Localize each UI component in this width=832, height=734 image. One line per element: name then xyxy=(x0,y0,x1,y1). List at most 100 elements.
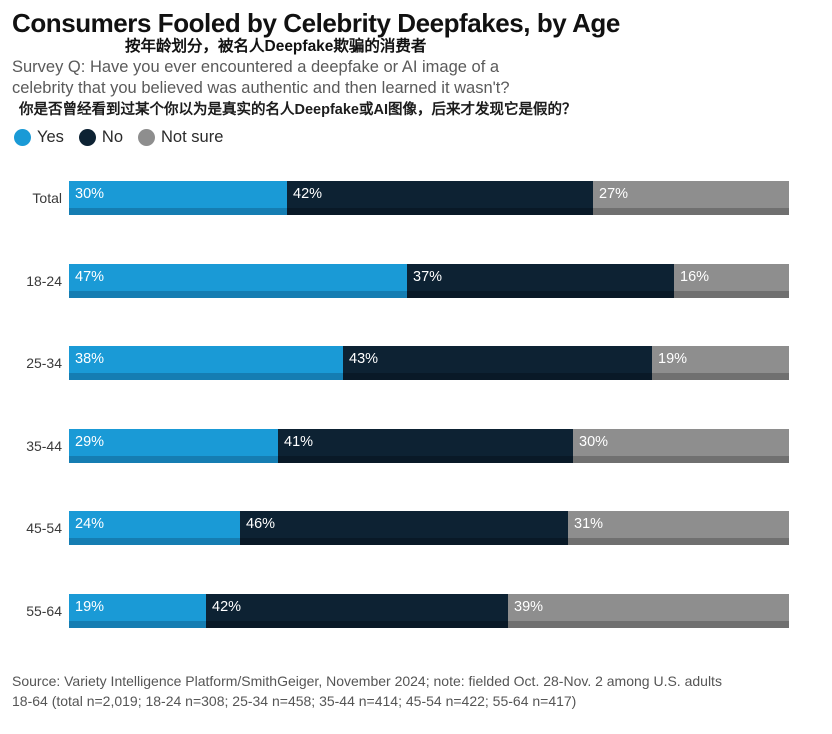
bar-row-total: Total 30% 42% 27% xyxy=(0,181,832,215)
plot-area: Total 30% 42% 27% 18-24 47% 37% 16% 25-34 38% 43% 1… xyxy=(0,170,832,640)
chart-title: Consumers Fooled by Celebrity Deepfakes,… xyxy=(12,8,620,38)
data-label-value: 24 xyxy=(75,516,92,532)
category-label: 55-64 xyxy=(26,603,62,619)
data-label-unit: % xyxy=(262,516,276,532)
data-label: 24% xyxy=(75,515,104,533)
data-label-unit: % xyxy=(91,269,105,285)
bar-segment-not-sure: 30% xyxy=(573,429,789,463)
data-label-unit: % xyxy=(696,269,710,285)
data-label-value: 43 xyxy=(349,351,366,367)
legend-item-not-sure: Not sure xyxy=(138,127,223,147)
survey-question-line: Survey Q: Have you ever encountered a de… xyxy=(12,58,500,76)
legend-label-yes: Yes xyxy=(37,128,64,146)
data-label: 19% xyxy=(75,598,104,616)
legend-swatch-yes xyxy=(14,128,31,146)
category-label: 25-34 xyxy=(26,355,62,371)
survey-question-zh: 你是否曾经看到过某个你以为是真实的名人Deepfake或AI图像，后来才发现它是… xyxy=(19,102,577,118)
data-label-value: 46 xyxy=(246,516,263,532)
data-label: 16% xyxy=(680,268,709,286)
data-label: 39% xyxy=(514,598,543,616)
bar-segment-no: 42% xyxy=(287,181,593,215)
bar-segment-no: 41% xyxy=(278,429,573,463)
data-label-unit: % xyxy=(91,351,105,367)
data-label-unit: % xyxy=(429,269,443,285)
bar-segment-yes: 19% xyxy=(69,594,206,628)
bar-segment-no: 37% xyxy=(407,264,674,298)
bar-segment-shade xyxy=(573,456,789,463)
source-note: 18-64 (total n=2,019; 18-24 n=308; 25-34… xyxy=(12,693,577,709)
legend: Yes No Not sure xyxy=(14,127,238,147)
data-label-unit: % xyxy=(91,186,105,202)
bar-segment-shade xyxy=(69,538,240,545)
data-label-unit: % xyxy=(91,599,105,615)
bar-row-45-54: 45-54 24% 46% 31% xyxy=(0,511,832,545)
bar-segment-shade xyxy=(69,621,206,628)
data-label: 46% xyxy=(246,515,275,533)
bar-segment-shade xyxy=(593,208,789,215)
bar-segment-yes: 29% xyxy=(69,429,278,463)
data-label-value: 29 xyxy=(75,434,92,450)
data-label-value: 42 xyxy=(212,599,229,615)
data-label-value: 30 xyxy=(579,434,596,450)
data-label-value: 19 xyxy=(75,599,92,615)
bar-segment-shade xyxy=(240,538,568,545)
bar-row-18-24: 18-24 47% 37% 16% xyxy=(0,264,832,298)
bar-segment-yes: 30% xyxy=(69,181,287,215)
data-label-unit: % xyxy=(590,516,604,532)
bar-segment-shade xyxy=(674,291,789,298)
data-label: 27% xyxy=(599,185,628,203)
data-label-value: 16 xyxy=(680,269,697,285)
source-note: Source: Variety Intelligence Platform/Sm… xyxy=(12,673,722,689)
data-label: 19% xyxy=(658,350,687,368)
bar-segment-no: 43% xyxy=(343,346,652,380)
bar-segment-yes: 24% xyxy=(69,511,240,545)
data-label: 43% xyxy=(349,350,378,368)
bar-segment-shade xyxy=(69,373,343,380)
data-label: 30% xyxy=(579,433,608,451)
bar-segment-not-sure: 16% xyxy=(674,264,789,298)
data-label: 42% xyxy=(293,185,322,203)
legend-swatch-no xyxy=(78,128,96,146)
bar-segment-shade xyxy=(69,291,407,298)
bar-segment-no: 42% xyxy=(206,594,508,628)
data-label: 31% xyxy=(574,515,603,533)
data-label: 37% xyxy=(413,268,442,286)
data-label-unit: % xyxy=(91,516,105,532)
bar-row-55-64: 55-64 19% 42% 39% xyxy=(0,594,832,628)
data-label-unit: % xyxy=(228,599,242,615)
legend-item-no: No xyxy=(78,127,124,147)
bar-segment-shade xyxy=(69,456,278,463)
bar-segment-no: 46% xyxy=(240,511,568,545)
category-label: Total xyxy=(32,190,62,206)
data-label-unit: % xyxy=(615,186,629,202)
data-label-value: 42 xyxy=(293,186,310,202)
data-label-value: 27 xyxy=(599,186,616,202)
bar-segment-shade xyxy=(287,208,593,215)
legend-label-not-sure: Not sure xyxy=(161,128,224,146)
data-label-unit: % xyxy=(595,434,609,450)
data-label-unit: % xyxy=(365,351,379,367)
data-label: 42% xyxy=(212,598,241,616)
data-label-unit: % xyxy=(309,186,323,202)
data-label-value: 39 xyxy=(514,599,531,615)
survey-question-line: celebrity that you believed was authenti… xyxy=(12,79,510,97)
bar-segment-not-sure: 27% xyxy=(593,181,789,215)
bar-row-35-44: 35-44 29% 41% 30% xyxy=(0,429,832,463)
data-label-value: 47 xyxy=(75,269,92,285)
data-label-value: 38 xyxy=(75,351,92,367)
bar-row-25-34: 25-34 38% 43% 19% xyxy=(0,346,832,380)
data-label-unit: % xyxy=(300,434,314,450)
data-label-value: 31 xyxy=(574,516,591,532)
chart-title-zh: 按年龄划分，被名人Deepfake欺骗的消费者 xyxy=(125,38,427,55)
data-label-value: 37 xyxy=(413,269,430,285)
category-label: 35-44 xyxy=(26,438,62,454)
bar-segment-not-sure: 19% xyxy=(652,346,789,380)
bar-segment-shade xyxy=(343,373,652,380)
data-label-value: 41 xyxy=(284,434,301,450)
bar-segment-shade xyxy=(69,208,287,215)
category-label: 45-54 xyxy=(26,520,62,536)
legend-label-no: No xyxy=(101,128,124,146)
bar-segment-yes: 47% xyxy=(69,264,407,298)
data-label-value: 19 xyxy=(658,351,675,367)
